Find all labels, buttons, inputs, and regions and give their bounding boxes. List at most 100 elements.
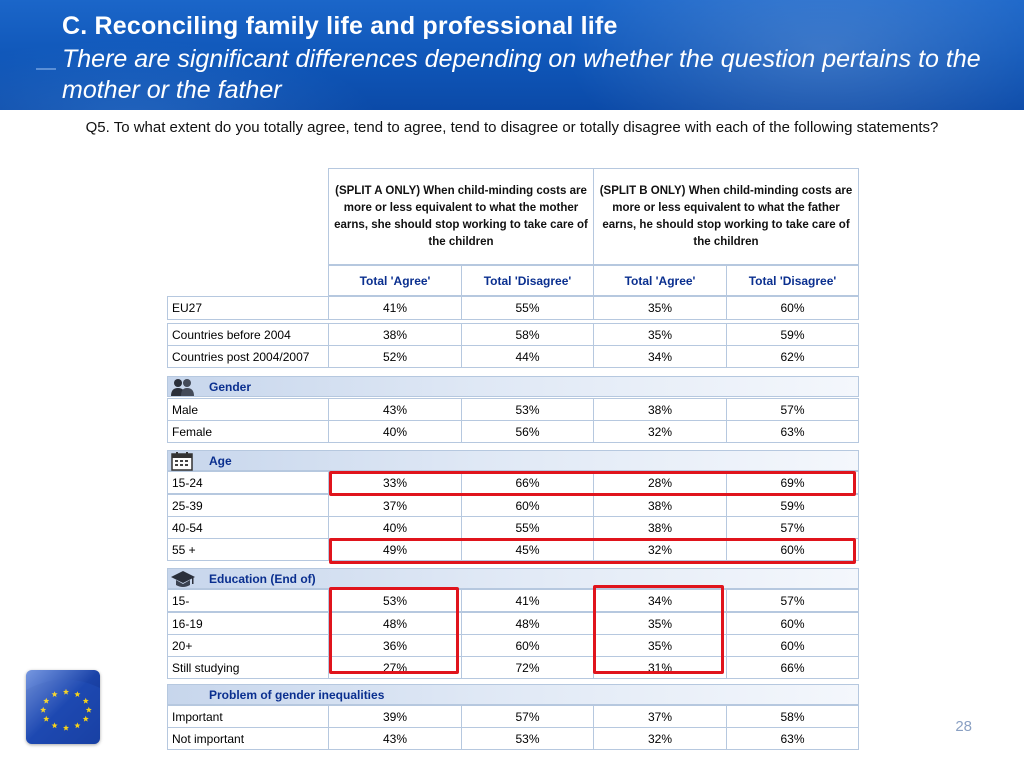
value-cell-a-disagree: 56%: [461, 420, 594, 443]
graduation-cap-icon: [170, 569, 196, 589]
eu-flag-logo: [26, 670, 100, 744]
value-cell-b-agree: 35%: [593, 323, 727, 346]
value-cell-b-disagree: 60%: [726, 612, 859, 635]
value-cell-a-disagree: 60%: [461, 494, 594, 517]
value-cell-a-agree: 36%: [328, 634, 462, 657]
value-cell-b-agree: 31%: [593, 656, 727, 679]
value-cell-b-agree: 35%: [593, 612, 727, 635]
value-cell-a-disagree: 57%: [461, 705, 594, 728]
row-label-male: Male: [167, 398, 329, 421]
value-cell-b-disagree: 60%: [726, 538, 859, 561]
section-header-education-end-of: Education (End of): [167, 568, 859, 589]
value-cell-b-agree: 32%: [593, 538, 727, 561]
value-cell-a-agree: 49%: [328, 538, 462, 561]
value-cell-b-disagree: 66%: [726, 656, 859, 679]
value-cell-a-agree: 38%: [328, 323, 462, 346]
value-cell-b-agree: 35%: [593, 296, 727, 320]
value-cell-a-disagree: 66%: [461, 471, 594, 494]
results-table: (SPLIT A ONLY) When child-minding costs …: [167, 168, 859, 750]
value-cell-a-disagree: 60%: [461, 634, 594, 657]
value-cell-b-disagree: 59%: [726, 323, 859, 346]
value-cell-a-disagree: 53%: [461, 398, 594, 421]
value-cell-a-agree: 40%: [328, 420, 462, 443]
row-label-25-39: 25-39: [167, 494, 329, 517]
calendar-icon: [170, 451, 196, 471]
section-header-problem-of-gender-inequalities: Problem of gender inequalities: [167, 684, 859, 705]
value-cell-b-agree: 35%: [593, 634, 727, 657]
value-cell-b-disagree: 69%: [726, 471, 859, 494]
row-label-40-54: 40-54: [167, 516, 329, 539]
value-cell-a-disagree: 53%: [461, 727, 594, 750]
value-cell-a-agree: 43%: [328, 398, 462, 421]
value-cell-a-agree: 27%: [328, 656, 462, 679]
col-header-b-agree: Total 'Agree': [593, 265, 727, 296]
section-header-gender: Gender: [167, 376, 859, 397]
value-cell-b-disagree: 58%: [726, 705, 859, 728]
value-cell-a-disagree: 72%: [461, 656, 594, 679]
section-title: Problem of gender inequalities: [209, 687, 385, 702]
value-cell-a-disagree: 44%: [461, 345, 594, 368]
row-label-countries-before-2004: Countries before 2004: [167, 323, 329, 346]
section-header-age: Age: [167, 450, 859, 471]
value-cell-b-agree: 38%: [593, 398, 727, 421]
row-label-55: 55 +: [167, 538, 329, 561]
section-title: Age: [209, 453, 232, 468]
value-cell-b-disagree: 63%: [726, 727, 859, 750]
section-title: Education (End of): [209, 571, 316, 586]
value-cell-a-disagree: 48%: [461, 612, 594, 635]
header-dash: [36, 68, 56, 70]
value-cell-a-agree: 48%: [328, 612, 462, 635]
value-cell-a-agree: 33%: [328, 471, 462, 494]
value-cell-a-agree: 40%: [328, 516, 462, 539]
value-cell-a-agree: 53%: [328, 589, 462, 612]
row-label-female: Female: [167, 420, 329, 443]
value-cell-a-disagree: 55%: [461, 516, 594, 539]
value-cell-a-disagree: 45%: [461, 538, 594, 561]
value-cell-b-disagree: 59%: [726, 494, 859, 517]
section-title: Gender: [209, 379, 252, 394]
row-label-still-studying: Still studying: [167, 656, 329, 679]
value-cell-a-agree: 52%: [328, 345, 462, 368]
value-cell-b-disagree: 57%: [726, 398, 859, 421]
slide-title: C. Reconciling family life and professio…: [62, 12, 618, 40]
row-label-15-24: 15-24: [167, 471, 329, 494]
group-header-split-a: (SPLIT A ONLY) When child-minding costs …: [328, 168, 594, 265]
question-text: Q5. To what extent do you totally agree,…: [85, 119, 939, 136]
col-header-a-disagree: Total 'Disagree': [461, 265, 594, 296]
slide-subtitle: There are significant differences depend…: [62, 45, 981, 104]
value-cell-b-disagree: 57%: [726, 589, 859, 612]
col-header-a-agree: Total 'Agree': [328, 265, 462, 296]
col-header-b-disagree: Total 'Disagree': [726, 265, 859, 296]
eu-stars-icon: [26, 670, 100, 744]
group-header-split-b: (SPLIT B ONLY) When child-minding costs …: [593, 168, 859, 265]
row-label-16-19: 16-19: [167, 612, 329, 635]
value-cell-b-disagree: 62%: [726, 345, 859, 368]
value-cell-a-agree: 39%: [328, 705, 462, 728]
value-cell-b-disagree: 57%: [726, 516, 859, 539]
value-cell-b-agree: 34%: [593, 589, 727, 612]
value-cell-b-agree: 28%: [593, 471, 727, 494]
row-label-countries-post-2004-2007: Countries post 2004/2007: [167, 345, 329, 368]
value-cell-b-agree: 38%: [593, 516, 727, 539]
value-cell-b-agree: 32%: [593, 420, 727, 443]
row-label-not-important: Not important: [167, 727, 329, 750]
value-cell-b-disagree: 60%: [726, 296, 859, 320]
row-label-important: Important: [167, 705, 329, 728]
row-label-15: 15-: [167, 589, 329, 612]
value-cell-b-disagree: 60%: [726, 634, 859, 657]
value-cell-a-disagree: 58%: [461, 323, 594, 346]
page-number: 28: [955, 718, 972, 735]
value-cell-b-agree: 38%: [593, 494, 727, 517]
value-cell-a-agree: 41%: [328, 296, 462, 320]
value-cell-a-agree: 37%: [328, 494, 462, 517]
value-cell-b-agree: 37%: [593, 705, 727, 728]
value-cell-a-agree: 43%: [328, 727, 462, 750]
value-cell-b-agree: 32%: [593, 727, 727, 750]
slide-header: C. Reconciling family life and professio…: [0, 0, 1024, 110]
value-cell-b-agree: 34%: [593, 345, 727, 368]
value-cell-a-disagree: 55%: [461, 296, 594, 320]
row-label-20: 20+: [167, 634, 329, 657]
value-cell-a-disagree: 41%: [461, 589, 594, 612]
people-icon: [170, 377, 196, 397]
row-label-eu27: EU27: [167, 296, 329, 320]
